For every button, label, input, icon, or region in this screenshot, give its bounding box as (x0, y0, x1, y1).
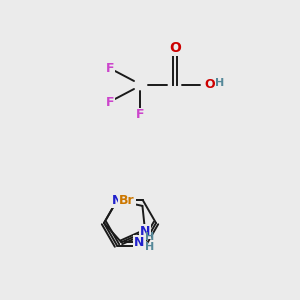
Text: O: O (205, 79, 215, 92)
Text: F: F (136, 109, 144, 122)
Text: H: H (215, 78, 225, 88)
Text: F: F (106, 61, 114, 74)
Text: Br: Br (119, 194, 135, 207)
Text: N: N (134, 236, 145, 249)
Text: H: H (145, 242, 154, 252)
Text: H: H (145, 232, 154, 242)
Text: O: O (169, 41, 181, 55)
Text: F: F (106, 95, 114, 109)
Text: N: N (112, 194, 122, 207)
Text: N: N (140, 225, 150, 238)
